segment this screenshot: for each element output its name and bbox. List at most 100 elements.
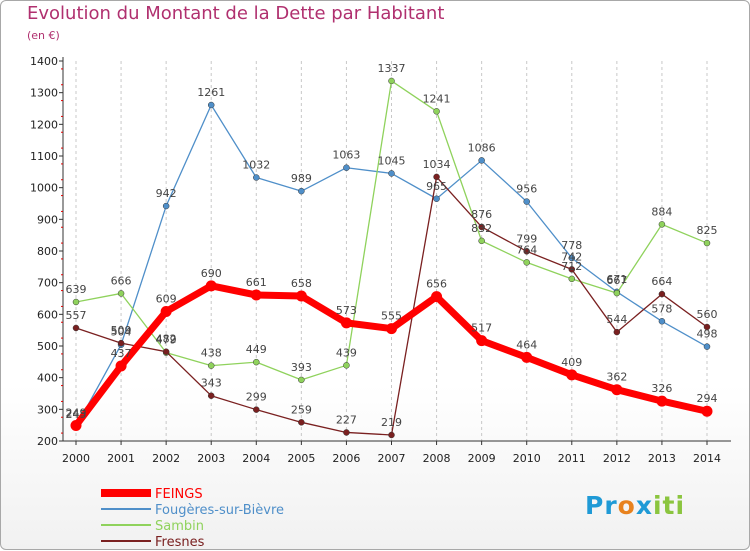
y-tick-label: 1300 (30, 87, 58, 100)
data-label: 671 (606, 273, 627, 286)
y-tick-label: 700 (37, 277, 58, 290)
data-label: 1086 (468, 141, 496, 154)
data-point (568, 254, 576, 262)
data-point (703, 323, 711, 331)
data-label: 464 (516, 338, 537, 351)
y-tick-label: 500 (37, 340, 58, 353)
data-label: 245 (66, 408, 87, 421)
data-point (253, 406, 260, 413)
legend-entry: Sambin (155, 519, 204, 534)
data-label: 438 (201, 347, 222, 360)
data-label: 249 (66, 406, 87, 419)
data-label: 1045 (378, 154, 406, 167)
data-point (343, 164, 350, 171)
data-point (162, 202, 170, 210)
data-point (298, 419, 305, 426)
x-tick-label: 2007 (378, 452, 406, 465)
data-point (613, 289, 621, 297)
x-tick-label: 2006 (332, 452, 360, 465)
data-point (388, 170, 395, 177)
data-point (295, 290, 307, 302)
y-tick-label: 600 (37, 308, 58, 321)
legend-entry: Fresnes (155, 535, 205, 550)
data-point (70, 419, 82, 431)
data-label: 778 (561, 239, 582, 252)
data-label: 482 (156, 333, 177, 346)
chart-title: Evolution du Montant de la Dette par Hab… (27, 3, 445, 24)
y-tick-label: 1000 (30, 182, 58, 195)
x-tick-label: 2010 (513, 452, 541, 465)
data-label: 658 (291, 277, 312, 290)
data-label: 884 (651, 205, 672, 218)
data-point (343, 362, 350, 369)
y-tick-label: 300 (37, 403, 58, 416)
data-label: 1032 (242, 159, 270, 172)
data-point (72, 324, 80, 332)
data-label: 832 (471, 222, 492, 235)
data-point (568, 266, 576, 273)
data-point (656, 395, 668, 407)
data-point (478, 223, 485, 231)
chart-subtitle: (en €) (27, 29, 60, 42)
data-label: 712 (561, 260, 582, 273)
data-label: 1063 (332, 149, 360, 162)
legend-entry: Fougères-sur-Bièvre (155, 503, 284, 518)
data-label: 1241 (423, 92, 451, 105)
x-tick-label: 2000 (62, 452, 90, 465)
data-label: 557 (66, 309, 87, 322)
proxiti-logo: Proxiti (585, 491, 686, 520)
x-tick-label: 2011 (558, 452, 586, 465)
data-label: 439 (336, 346, 357, 359)
data-label: 876 (471, 208, 492, 221)
data-label: 544 (606, 313, 627, 326)
data-label: 742 (561, 250, 582, 263)
legend-entry: FEINGS (155, 487, 203, 502)
data-point (207, 101, 215, 109)
data-point (476, 335, 488, 347)
x-tick-label: 2009 (468, 452, 496, 465)
data-label: 343 (201, 377, 222, 390)
x-tick-label: 2014 (693, 452, 721, 465)
data-point (207, 362, 215, 369)
data-point (117, 290, 125, 297)
data-label: 578 (651, 302, 672, 315)
data-point (611, 384, 623, 396)
x-tick-label: 2013 (648, 452, 676, 465)
data-point (117, 339, 125, 347)
data-point (162, 348, 170, 355)
data-label: 799 (516, 232, 537, 245)
data-point (388, 431, 395, 439)
data-label: 517 (471, 322, 492, 335)
x-tick-label: 2008 (423, 452, 451, 465)
data-point (253, 358, 260, 366)
x-tick-label: 2002 (152, 452, 180, 465)
data-label: 555 (381, 310, 402, 323)
data-point (388, 77, 395, 85)
data-point (523, 259, 530, 266)
data-point (701, 405, 713, 417)
data-label: 227 (336, 413, 357, 426)
data-point (658, 290, 666, 298)
data-label: 573 (336, 304, 357, 317)
data-label: 362 (606, 371, 627, 384)
data-point (250, 289, 262, 301)
data-point (298, 376, 305, 384)
data-label: 1034 (423, 158, 451, 171)
data-label: 656 (426, 278, 447, 291)
data-label: 326 (651, 382, 672, 395)
data-point (478, 157, 485, 164)
data-label: 498 (697, 328, 718, 341)
data-label: 1261 (197, 86, 225, 99)
data-label: 764 (516, 243, 537, 256)
data-point (298, 187, 305, 195)
data-point (433, 195, 440, 202)
data-label: 664 (651, 275, 672, 288)
data-point (72, 298, 80, 306)
data-label: 449 (246, 343, 267, 356)
data-label: 409 (561, 356, 582, 369)
data-label: 219 (381, 416, 402, 429)
data-label: 825 (697, 224, 718, 237)
data-point (703, 343, 711, 350)
